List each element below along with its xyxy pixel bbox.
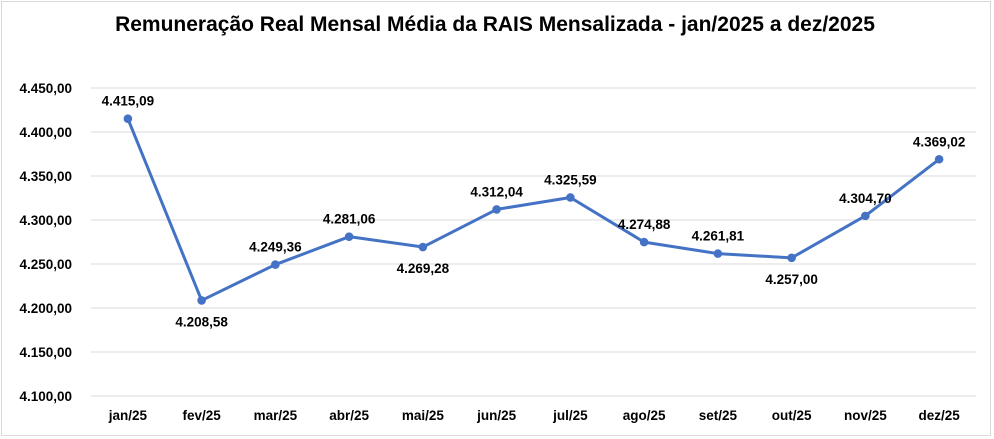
data-point bbox=[861, 211, 870, 221]
data-point bbox=[713, 249, 723, 258]
x-tick-label: fev/25 bbox=[182, 408, 221, 423]
data-point bbox=[418, 242, 428, 252]
x-tick-label: dez/25 bbox=[918, 408, 960, 423]
x-tick-label: mai/25 bbox=[402, 408, 445, 423]
chart-title: Remuneração Real Mensal Média da RAIS Me… bbox=[115, 13, 875, 36]
y-tick-label: 4.300,00 bbox=[19, 213, 72, 228]
x-tick-label: ago/25 bbox=[623, 408, 666, 423]
data-label: 4.312,04 bbox=[470, 184, 523, 199]
x-tick-label: jul/25 bbox=[552, 408, 588, 423]
data-point bbox=[271, 260, 280, 269]
data-label: 4.261,81 bbox=[692, 229, 745, 244]
y-tick-label: 4.450,00 bbox=[19, 81, 72, 96]
data-point bbox=[197, 296, 206, 305]
y-tick-label: 4.200,00 bbox=[19, 301, 72, 316]
data-label: 4.415,09 bbox=[102, 94, 155, 109]
data-point bbox=[123, 114, 133, 124]
x-tick-label: mar/25 bbox=[254, 408, 298, 423]
x-tick-label: abr/25 bbox=[329, 408, 369, 423]
x-tick-label: nov/25 bbox=[844, 408, 887, 423]
data-point bbox=[492, 205, 501, 214]
y-tick-label: 4.400,00 bbox=[19, 125, 72, 140]
data-label: 4.325,59 bbox=[544, 172, 597, 187]
x-tick-label: jan/25 bbox=[108, 408, 148, 423]
series-line bbox=[126, 117, 941, 302]
data-label: 4.281,06 bbox=[323, 212, 376, 227]
data-label: 4.257,00 bbox=[765, 272, 818, 287]
data-label: 4.249,36 bbox=[249, 240, 302, 255]
y-tick-label: 4.150,00 bbox=[19, 345, 72, 360]
y-tick-label: 4.250,00 bbox=[19, 257, 72, 272]
data-label: 4.274,88 bbox=[618, 217, 671, 232]
data-point bbox=[639, 237, 649, 247]
y-tick-label: 4.100,00 bbox=[19, 389, 72, 404]
data-point bbox=[934, 154, 944, 164]
y-tick-label: 4.350,00 bbox=[19, 169, 72, 184]
x-tick-label: set/25 bbox=[699, 408, 738, 423]
x-tick-label: jun/25 bbox=[476, 408, 517, 423]
data-label: 4.208,58 bbox=[175, 314, 228, 329]
data-label: 4.269,28 bbox=[397, 261, 450, 276]
data-point bbox=[566, 193, 575, 202]
x-tick-label: out/25 bbox=[772, 408, 812, 423]
data-point bbox=[344, 232, 354, 241]
data-point bbox=[787, 253, 796, 263]
data-label: 4.304,70 bbox=[839, 191, 892, 206]
data-label: 4.369,02 bbox=[913, 134, 966, 149]
